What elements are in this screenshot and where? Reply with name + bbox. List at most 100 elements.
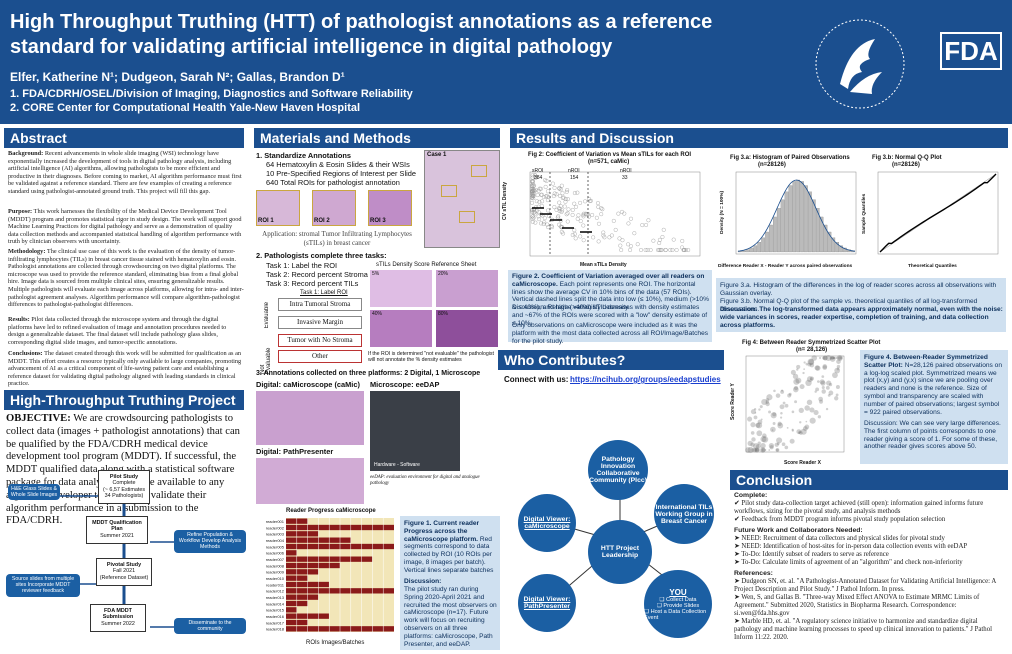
- hardware-label: Hardware - Software: [374, 462, 420, 468]
- progress-bar: [286, 569, 319, 575]
- fig2-point: [565, 211, 570, 216]
- fig4-point: [769, 445, 774, 450]
- fig4-point: [750, 422, 756, 428]
- abstract-heading: Abstract: [4, 128, 244, 148]
- fig4-point: [806, 399, 813, 406]
- ref-20-label: 20%: [438, 271, 449, 277]
- reference-sheet-images: 5% 20% 40% 80%: [370, 270, 498, 348]
- connect-link[interactable]: https://ncihub.org/groups/eedapstudies: [570, 375, 721, 384]
- fig4-point: [798, 430, 802, 434]
- reader-label: reader002: [266, 525, 285, 530]
- fig4-point: [794, 400, 798, 404]
- fig2-point: [559, 183, 564, 188]
- fig4-point: [809, 407, 815, 413]
- fig4-point: [774, 442, 779, 447]
- fig4-point: [814, 365, 820, 371]
- fig4-point: [760, 436, 767, 443]
- fig4-point: [757, 441, 761, 445]
- fig2-point: [601, 230, 606, 235]
- fig2-point: [594, 215, 599, 220]
- option-no-stroma: Tumor with No Stroma: [278, 334, 362, 347]
- fig2-point: [558, 193, 563, 198]
- fig4-point: [784, 445, 789, 450]
- fig2-point: [573, 236, 578, 241]
- fig4-point: [775, 393, 781, 398]
- fig2-point: [560, 191, 565, 196]
- fig4-point: [791, 428, 794, 431]
- fig4-point: [822, 365, 828, 370]
- fig4-point: [802, 426, 808, 431]
- fig4-point: [828, 390, 834, 396]
- ref-5-image: [370, 270, 432, 307]
- fig2-point: [683, 247, 688, 252]
- fig2-point: [639, 247, 644, 252]
- fig4-point: [752, 447, 757, 453]
- option-other: Other: [278, 350, 362, 363]
- fig3a-bar: [827, 231, 832, 253]
- fig4-point: [809, 417, 816, 424]
- fig2-point: [651, 238, 656, 243]
- fig4-point: [805, 362, 809, 366]
- fig2-point: [657, 240, 662, 245]
- fig4-point: [818, 356, 822, 360]
- header-banner: High Throughput Truthing (HTT) of pathol…: [0, 0, 1012, 124]
- fig2-point: [564, 189, 569, 194]
- progress-bar: [286, 550, 297, 556]
- option-intratumoral: Intra Tumoral Stroma: [278, 298, 362, 311]
- fig2-point: [542, 216, 547, 221]
- fig2-point: [530, 179, 535, 184]
- poster-title: High Throughput Truthing (HTT) of pathol…: [10, 11, 713, 58]
- fig2-point: [557, 209, 562, 214]
- fig2-point: [563, 199, 568, 204]
- fig3a-gaussian-curve: [737, 179, 856, 252]
- fig4-point: [804, 405, 810, 411]
- fig2-subtitle: (n=571, caMic): [588, 159, 630, 165]
- fig4-title: Fig 4: Between Reader Symmetrized Scatte…: [742, 340, 881, 346]
- fig2-point: [560, 195, 565, 200]
- fig4-point: [753, 443, 760, 450]
- reader-progress-chart: reader001reader002reader003reader004read…: [266, 518, 394, 632]
- fig2-point: [558, 187, 563, 192]
- ref-80-image: [436, 310, 498, 347]
- reader-label: reader018: [266, 627, 285, 632]
- fig4-point: [771, 429, 774, 431]
- fig4-point: [765, 400, 769, 404]
- fig3a-bar: [788, 185, 793, 253]
- fig4-point: [781, 389, 784, 392]
- case-1-slide: Case 1: [424, 150, 500, 248]
- fig4-point: [751, 437, 756, 442]
- fig2-point: [534, 199, 539, 204]
- reader-label: reader014: [266, 601, 285, 606]
- future-item-3: ➤ To-Do: Identify subset of readers to s…: [734, 551, 889, 558]
- fig4-point: [816, 380, 820, 383]
- fig2-point: [554, 192, 559, 197]
- fig4-point: [803, 368, 806, 370]
- fig4-point: [790, 369, 796, 375]
- fig3a-bar: [761, 237, 765, 253]
- fig4-point: [825, 354, 832, 362]
- contributors-heading: Who Contributes?: [498, 350, 724, 370]
- fig2-point: [542, 220, 547, 225]
- fig4-point: [811, 355, 817, 361]
- fig4-plot-area: [745, 355, 845, 453]
- reader-label: reader004: [266, 538, 285, 543]
- fig4-point: [819, 379, 825, 385]
- fda-submission-node: FDA MDDT Submission Summer 2022: [90, 604, 146, 632]
- reader-label: reader008: [266, 563, 285, 568]
- fig4-point: [822, 364, 828, 369]
- reader-label: reader015: [266, 608, 285, 613]
- fig2-point: [563, 197, 568, 202]
- fig2-point: [620, 238, 625, 243]
- fig4-point: [750, 442, 755, 447]
- future-item-1: ➤ NEED: Recruitment of data collectors a…: [734, 535, 945, 542]
- fig3a-title: Fig 3.a: Histogram of Paired Observation…: [730, 155, 850, 161]
- progress-bar: [286, 562, 340, 569]
- fig2-point: [657, 237, 662, 242]
- fig2-point: [530, 214, 535, 219]
- fig3b-sub: (n=28126): [892, 162, 920, 168]
- fig2-point: [565, 219, 570, 224]
- fig4-point: [791, 429, 795, 432]
- fig2-point: [533, 220, 538, 225]
- reader-label: reader007: [266, 557, 285, 562]
- item1-title: 1. Standardize Annotations: [256, 151, 351, 160]
